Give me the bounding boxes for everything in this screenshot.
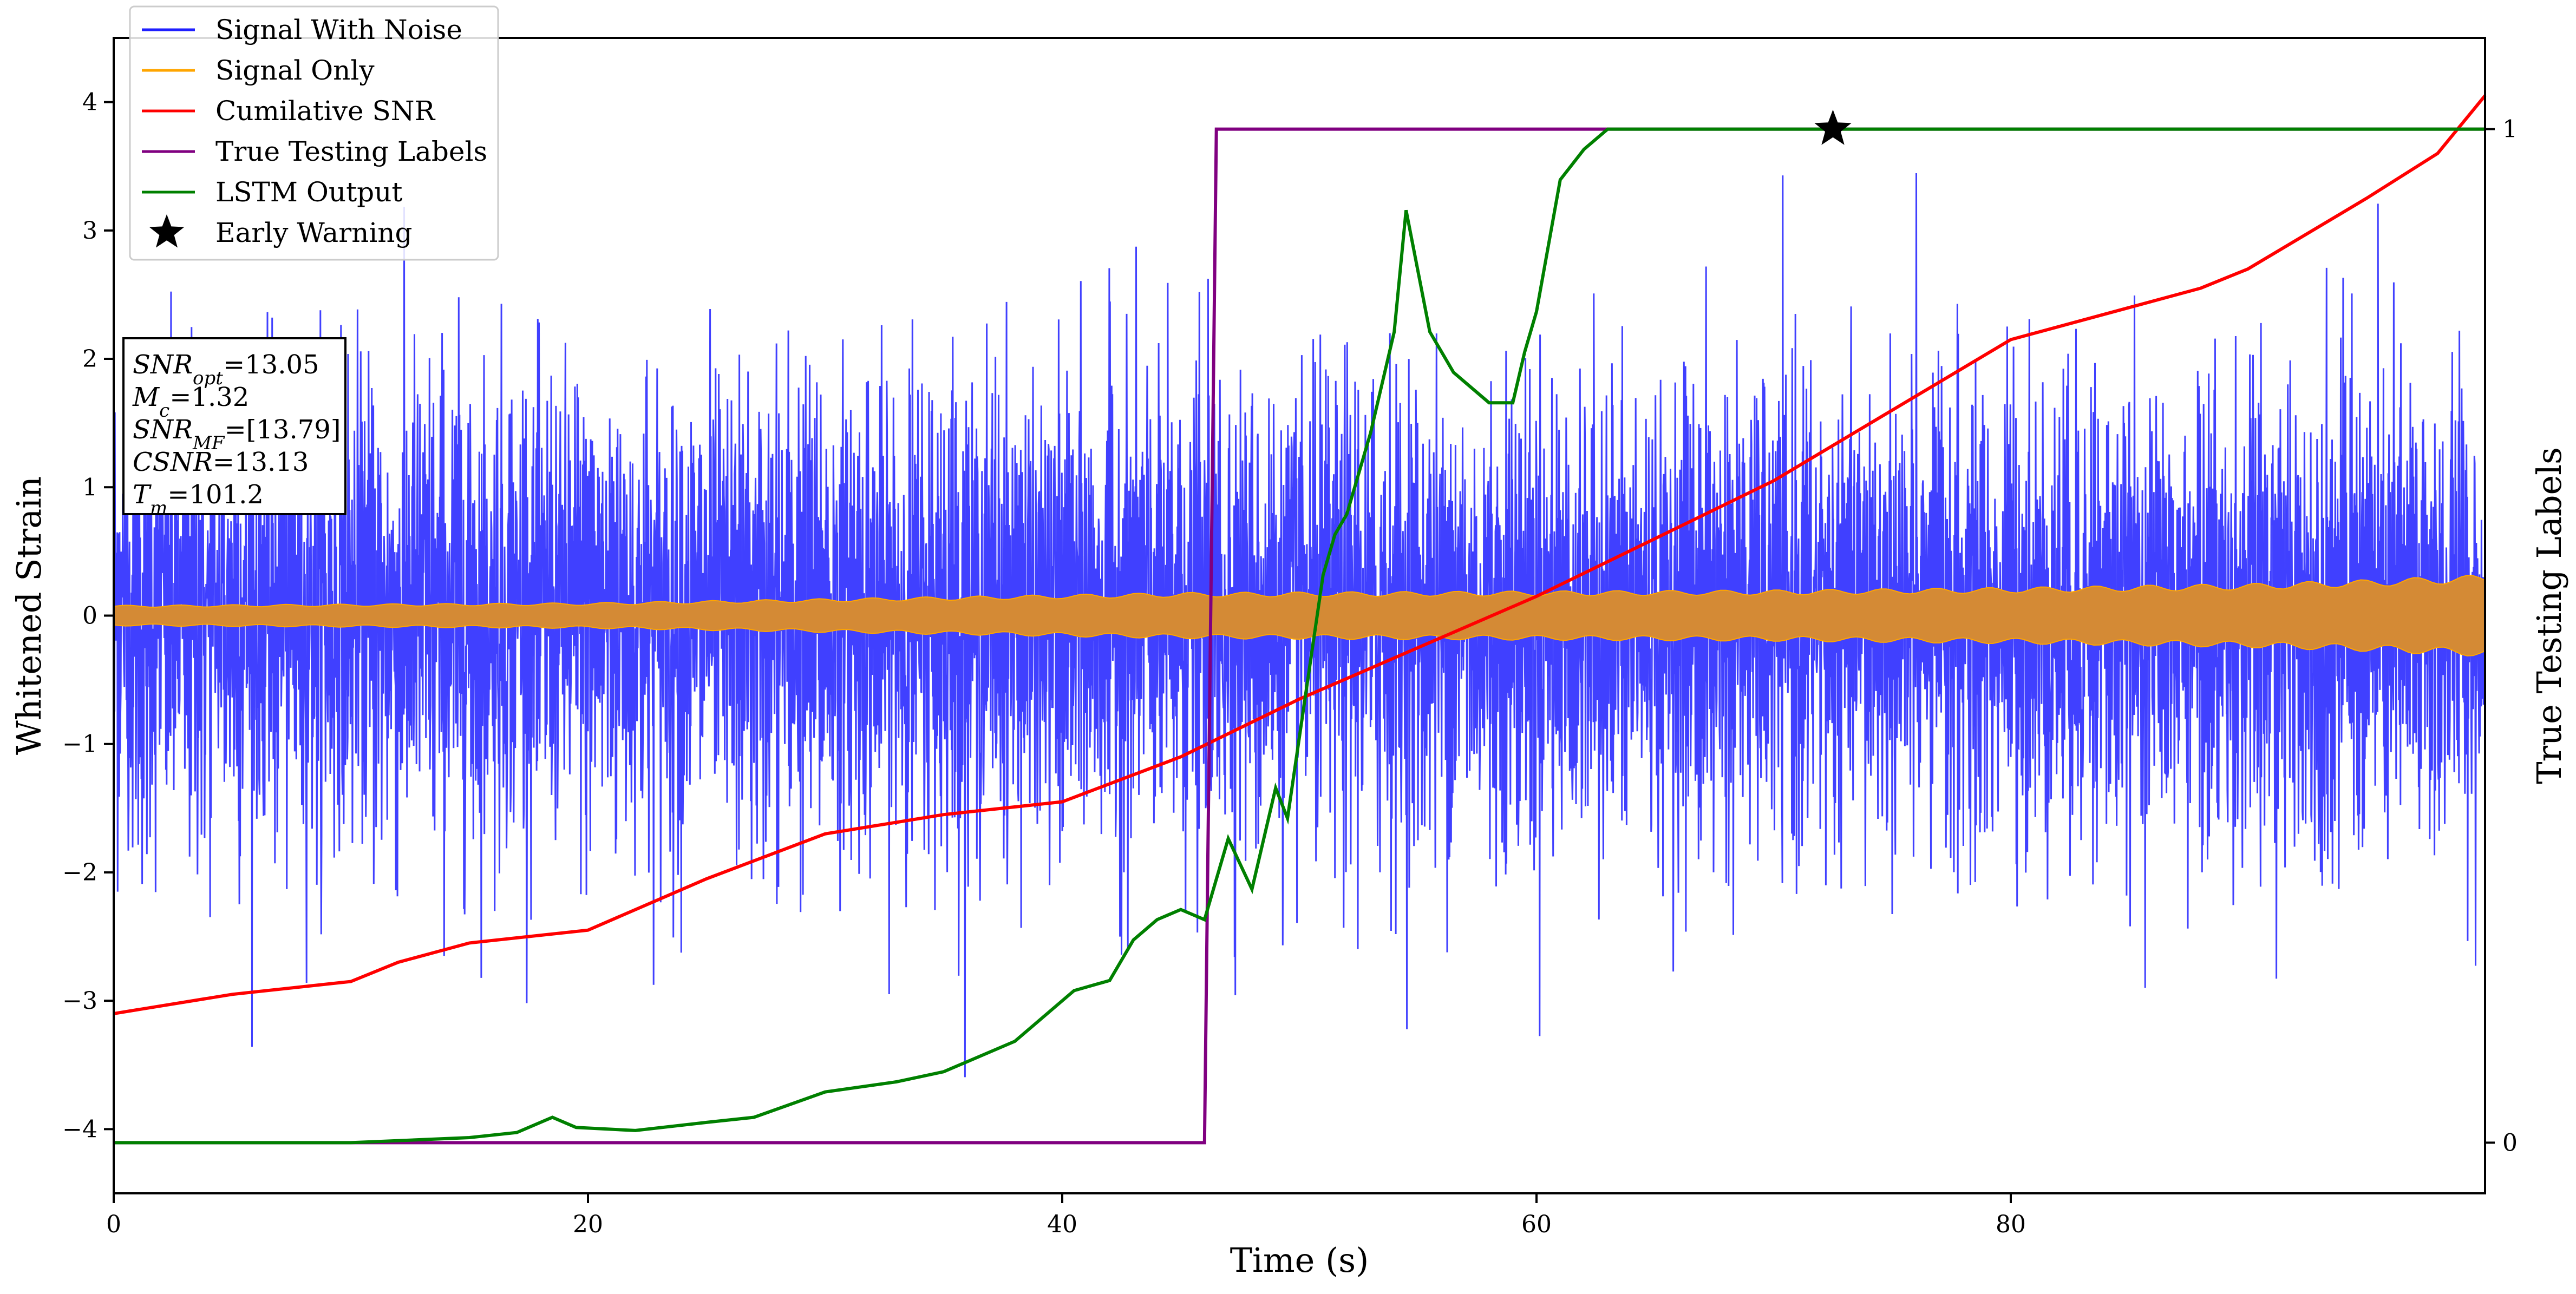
- legend-label: LSTM Output: [215, 176, 402, 208]
- y-tick-label: 3: [82, 217, 97, 245]
- legend-label: Cumilative SNR: [215, 95, 435, 127]
- legend-marker-star: [149, 214, 185, 248]
- right-tick-label: 0: [2502, 1129, 2518, 1157]
- x-axis-ticks: 0 20 40 60 80: [106, 1193, 2026, 1238]
- info-line: CSNR=13.13: [133, 447, 309, 477]
- series-cumilative-snr: [113, 94, 2487, 1015]
- series-early-warning: [1814, 109, 1852, 145]
- y-tick-label: 4: [82, 89, 97, 116]
- info-box: SNRopt=13.05Mc=1.32SNRMF=[13.79]CSNR=13.…: [122, 337, 346, 519]
- y-tick-label: −3: [62, 987, 97, 1015]
- legend-label: Signal With Noise: [215, 14, 462, 45]
- info-box-frame: [122, 337, 346, 515]
- right-axis-title: True Testing Labels: [2529, 447, 2569, 784]
- x-tick-label: 80: [1996, 1211, 2026, 1238]
- x-axis-title: Time (s): [1230, 1240, 1369, 1280]
- legend-entry: Signal Only: [142, 55, 375, 86]
- right-axis-ticks: 01: [2485, 116, 2518, 1157]
- x-tick-label: 60: [1521, 1211, 1552, 1238]
- legend-entry: Signal With Noise: [142, 14, 462, 45]
- y-tick-label: 1: [82, 474, 97, 501]
- legend-label: True Testing Labels: [215, 136, 487, 167]
- y-tick-label: 0: [82, 602, 97, 630]
- legend: Signal With Noise Signal Only Cumilative S…: [129, 5, 499, 261]
- info-line: Tm=101.2: [133, 479, 264, 519]
- legend-label: Signal Only: [215, 55, 375, 86]
- legend-frame: [129, 5, 499, 261]
- y-tick-label: −1: [62, 731, 97, 758]
- y-axis-title: Whitened Strain: [9, 476, 49, 755]
- cumilative-snr-line: [113, 94, 2487, 1015]
- legend-entry: Cumilative SNR: [142, 95, 435, 127]
- early-warning-marker: [1814, 109, 1852, 145]
- info-line: SNRopt=13.05: [133, 350, 319, 389]
- x-tick-label: 0: [106, 1211, 121, 1238]
- y-tick-label: 2: [82, 345, 97, 373]
- y-tick-label: −4: [62, 1115, 97, 1143]
- right-tick-label: 1: [2502, 116, 2518, 143]
- series-lstm-output: [114, 127, 2485, 1145]
- y-tick-label: −2: [62, 859, 97, 886]
- legend-label: Early Warning: [215, 217, 413, 248]
- legend-entry: LSTM Output: [142, 176, 402, 208]
- x-tick-label: 20: [573, 1211, 603, 1238]
- lstm-output-line: [114, 127, 2485, 1145]
- info-line: Mc=1.32: [132, 382, 249, 422]
- legend-entry: True Testing Labels: [142, 136, 487, 167]
- y-axis-ticks: −4 −3 −2 −1 0 1 2 3 4: [62, 89, 114, 1143]
- legend-entry: Early Warning: [149, 214, 413, 248]
- info-line: SNRMF=[13.79]: [133, 415, 341, 454]
- x-tick-label: 40: [1047, 1211, 1077, 1238]
